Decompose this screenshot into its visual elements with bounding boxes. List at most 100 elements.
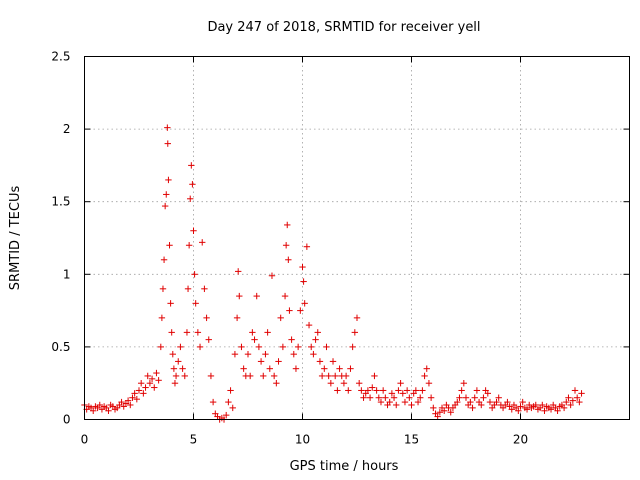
data-point	[554, 407, 561, 414]
data-point	[480, 394, 487, 401]
y-tick-label: 2	[63, 122, 71, 136]
data-point	[447, 409, 454, 416]
data-point	[458, 387, 465, 394]
data-point	[181, 372, 188, 380]
data-point	[165, 176, 172, 184]
data-point	[336, 365, 343, 372]
data-point	[441, 407, 448, 414]
data-point	[532, 401, 539, 409]
data-point	[294, 343, 302, 351]
data-point	[340, 380, 348, 387]
data-point	[183, 329, 191, 336]
data-point	[160, 256, 168, 263]
data-point	[382, 394, 389, 401]
data-point	[332, 372, 339, 380]
data-point	[190, 227, 197, 234]
data-point	[151, 384, 158, 391]
data-point	[179, 365, 186, 372]
data-point	[541, 407, 548, 414]
data-point	[300, 278, 307, 285]
data-point	[155, 377, 162, 384]
data-point	[205, 336, 212, 343]
data-point	[227, 387, 234, 394]
x-tick-label: 5	[190, 433, 198, 447]
data-point	[284, 221, 291, 229]
x-tick-label: 0	[81, 433, 89, 447]
data-point	[504, 398, 511, 406]
data-point	[430, 404, 437, 412]
data-point	[495, 394, 502, 401]
data-point	[371, 372, 378, 380]
data-point	[196, 343, 204, 351]
data-point	[275, 358, 282, 365]
data-point	[327, 380, 335, 387]
data-point	[96, 401, 103, 409]
data-point	[189, 181, 196, 188]
x-tick-label: 15	[404, 433, 419, 447]
data-point	[353, 314, 361, 322]
data-point	[157, 343, 164, 351]
data-point	[244, 350, 252, 358]
data-point	[127, 401, 134, 409]
data-point	[163, 191, 170, 198]
data-point	[159, 285, 167, 293]
data-point	[185, 242, 193, 249]
x-tick-label: 20	[513, 433, 528, 447]
data-point	[351, 329, 359, 336]
data-point	[240, 365, 247, 372]
x-axis-title: GPS time / hours	[290, 459, 399, 474]
data-point	[358, 387, 365, 394]
data-point	[133, 395, 141, 403]
data-point	[236, 292, 243, 300]
data-point	[203, 314, 210, 322]
data-point	[515, 407, 522, 414]
data-point	[436, 409, 444, 416]
data-point	[473, 387, 481, 394]
data-point	[255, 343, 263, 351]
data-point	[262, 350, 269, 358]
data-point	[456, 394, 463, 401]
data-point	[238, 343, 245, 351]
data-point	[184, 285, 192, 293]
data-point	[349, 343, 356, 351]
data-point	[257, 358, 265, 365]
data-point	[137, 380, 145, 387]
data-point	[377, 398, 385, 406]
data-point	[379, 387, 387, 394]
data-point	[454, 398, 461, 406]
y-tick-label: 0.5	[51, 340, 70, 354]
data-point	[467, 398, 474, 406]
data-point	[135, 387, 143, 394]
data-point	[312, 336, 319, 343]
data-point	[288, 336, 295, 343]
data-point	[567, 401, 574, 409]
data-point	[469, 404, 476, 412]
data-point	[303, 243, 311, 250]
y-tick-label: 1.5	[51, 195, 70, 209]
data-point	[325, 372, 332, 380]
data-point	[301, 300, 308, 307]
data-point	[408, 401, 415, 409]
data-point	[253, 292, 260, 300]
data-point	[233, 314, 241, 322]
data-point	[395, 387, 402, 394]
data-point	[223, 411, 230, 419]
data-point	[462, 394, 470, 401]
x-tick-label: 10	[295, 433, 310, 447]
data-point	[305, 321, 313, 329]
data-point	[158, 314, 166, 322]
data-point	[292, 365, 300, 372]
data-point	[369, 384, 376, 391]
data-point	[364, 387, 372, 394]
data-point	[571, 387, 579, 394]
data-point	[209, 398, 217, 406]
data-point	[177, 343, 184, 351]
data-point	[412, 387, 420, 394]
data-point	[314, 329, 321, 336]
data-point	[144, 372, 151, 380]
data-point	[172, 372, 180, 380]
data-point	[523, 406, 531, 413]
data-point	[142, 384, 149, 391]
data-point	[417, 394, 424, 401]
data-point	[290, 350, 297, 358]
